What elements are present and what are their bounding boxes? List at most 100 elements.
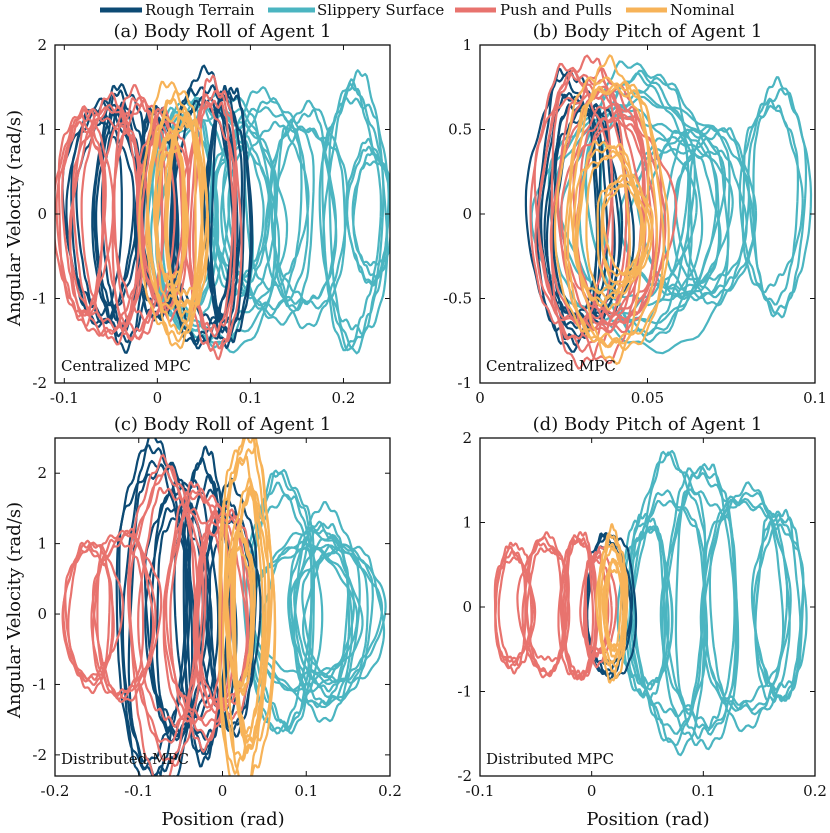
- y-tick-label: 1: [462, 514, 472, 532]
- x-tick-label: 0.2: [803, 782, 827, 800]
- panel-a-title: (a) Body Roll of Agent 1: [114, 21, 332, 42]
- panel-d-plot-area: [493, 449, 808, 757]
- series-loop: [223, 526, 256, 696]
- panel-d-title: (d) Body Pitch of Agent 1: [533, 414, 763, 435]
- series-slippery-surface: [242, 468, 387, 735]
- series-loop: [113, 99, 176, 340]
- panel-a-controller-label: Centralized MPC: [61, 357, 191, 375]
- series-loop: [747, 76, 808, 319]
- series-loop: [225, 545, 253, 687]
- panel-c-controller-label: Distributed MPC: [61, 750, 189, 768]
- series-loop: [533, 69, 614, 341]
- panel-a-plot-area: [55, 64, 390, 361]
- y-tick-label: 0: [37, 205, 47, 223]
- y-axis-label-top: Angular Velocity (rad/s): [4, 110, 25, 327]
- series-loop: [674, 463, 736, 740]
- series-loop: [601, 180, 654, 277]
- series-loop: [702, 498, 785, 711]
- x-tick-label: 0: [475, 389, 485, 407]
- x-axis-label-left: Position (rad): [161, 809, 284, 830]
- series-loop: [289, 501, 361, 723]
- series-loop: [111, 98, 164, 342]
- series-nominal: [553, 54, 670, 365]
- x-axis-label-right: Position (rad): [586, 809, 709, 830]
- series-loop: [218, 438, 277, 776]
- x-tick-label: -0.1: [124, 782, 153, 800]
- x-tick-label: -0.1: [50, 389, 79, 407]
- series-nominal: [595, 523, 629, 684]
- series-loop: [583, 549, 609, 662]
- series-loop: [524, 531, 570, 679]
- series-loop: [557, 67, 644, 365]
- series-loop: [150, 99, 254, 349]
- x-tick-label: 0: [218, 782, 228, 800]
- y-tick-label: 1: [37, 535, 47, 553]
- x-tick-label: -0.2: [41, 782, 70, 800]
- series-loop: [138, 80, 204, 343]
- panel-b-title: (b) Body Pitch of Agent 1: [533, 21, 763, 42]
- series-loop: [494, 556, 537, 663]
- series-loop: [632, 449, 707, 757]
- series-nominal: [138, 80, 210, 350]
- panels: (a) Body Roll of Agent 1-0.1 0 0.1 0.2-2-10…: [32, 21, 827, 800]
- panel-d: (d) Body Pitch of Agent 1 -0.1 0 0.1 0.2 -2 -1…: [457, 414, 827, 800]
- panel-b-controller-label: Centralized MPC: [486, 357, 616, 375]
- series-loop: [559, 537, 598, 681]
- series-loop: [497, 541, 533, 668]
- x-tick-label: 0.1: [294, 782, 318, 800]
- series-loop: [741, 104, 804, 294]
- x-tick-label: 0: [587, 782, 597, 800]
- series-loop: [243, 120, 310, 291]
- series-loop: [164, 121, 204, 297]
- x-tick-label: -0.1: [466, 782, 495, 800]
- series-push-and-pulls: [61, 454, 254, 776]
- x-tick-label: 0.2: [332, 389, 356, 407]
- panel-d-controller-label: Distributed MPC: [486, 750, 614, 768]
- series-loop: [572, 154, 643, 295]
- y-tick-label: 2: [37, 36, 47, 54]
- series-loop: [182, 445, 230, 768]
- y-tick-label: 2: [462, 429, 472, 447]
- series-loop: [154, 127, 188, 303]
- series-loop: [196, 508, 250, 710]
- y-tick-label: -1: [32, 675, 47, 693]
- panel-a: (a) Body Roll of Agent 1 -0.1 0 0.1 0.2 -2 -1 0…: [32, 21, 391, 407]
- series-loop: [302, 543, 386, 684]
- x-tick-label: 0.1: [803, 389, 827, 407]
- series-loop: [599, 533, 628, 679]
- series-loop: [603, 557, 623, 653]
- legend-label-nominal: Nominal: [670, 1, 735, 19]
- y-tick-label: -2: [32, 746, 47, 764]
- series-loop: [232, 487, 267, 735]
- legend-label-slippery-surface: Slippery Surface: [317, 1, 444, 19]
- y-tick-label: -1: [32, 290, 47, 308]
- series-loop: [752, 87, 813, 314]
- y-axis-label-bottom: Angular Velocity (rad/s): [4, 502, 25, 719]
- series-nominal: [218, 438, 277, 776]
- panel-b: (b) Body Pitch of Agent 1 0 0.05 0.1 -1 -0.5 0…: [443, 21, 827, 407]
- x-tick-label: 0.2: [378, 782, 402, 800]
- series-loop: [754, 516, 808, 691]
- series-slippery-surface: [616, 449, 808, 757]
- y-tick-label: 0: [462, 205, 472, 223]
- series-loop: [601, 558, 625, 660]
- y-tick-label: -1: [457, 374, 472, 392]
- series-loop: [188, 90, 243, 352]
- panel-c: (c) Body Roll of Agent 1 -0.2 -0.1 0 0.1 0.2 -…: [32, 414, 402, 800]
- y-tick-label: -2: [32, 374, 47, 392]
- series-loop: [68, 113, 145, 331]
- x-tick-label: 0.1: [238, 389, 262, 407]
- y-tick-label: -1: [457, 683, 472, 701]
- series-loop: [576, 143, 645, 304]
- series-loop: [345, 137, 390, 285]
- y-tick-label: 1: [462, 36, 472, 54]
- series-loop: [553, 76, 659, 344]
- legend-label-push-and-pulls: Push and Pulls: [500, 1, 612, 19]
- x-tick-label: 0: [153, 389, 163, 407]
- y-tick-label: -2: [457, 767, 472, 785]
- series-loop: [55, 113, 106, 327]
- x-tick-label: 0.1: [691, 782, 715, 800]
- series-loop: [321, 82, 382, 352]
- series-loop: [322, 97, 389, 336]
